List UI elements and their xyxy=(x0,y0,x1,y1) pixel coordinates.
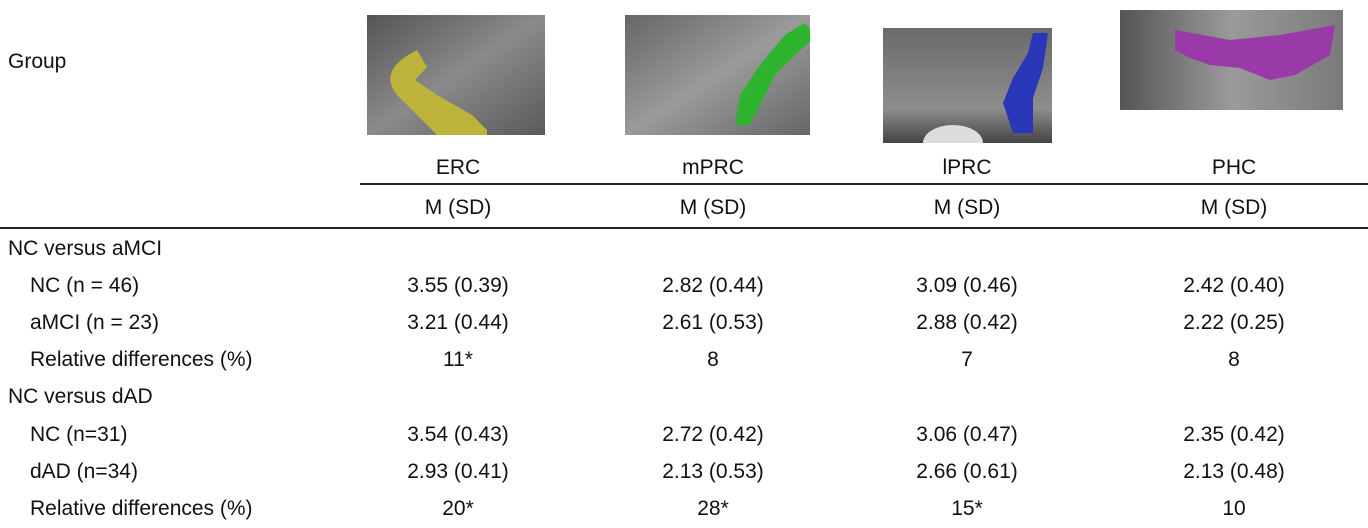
row-label: NC (n=31) xyxy=(30,423,127,447)
erc-image xyxy=(367,15,545,135)
cell-value: 2.82 (0.44) xyxy=(662,274,764,298)
cell-value: 3.06 (0.47) xyxy=(916,423,1018,447)
cell-value: 15* xyxy=(951,497,983,521)
column-stat: M (SD) xyxy=(680,196,747,220)
column-stat: M (SD) xyxy=(1201,196,1268,220)
table-page: Group ERC M (SD) mPRC M (SD) lPRC M (SD) PHC M … xyxy=(0,0,1368,528)
cell-value: 8 xyxy=(707,348,719,372)
column-label: mPRC xyxy=(682,156,744,180)
row-label: Relative differences (%) xyxy=(30,497,253,521)
column-label: ERC xyxy=(436,156,480,180)
cell-value: 11* xyxy=(443,348,473,372)
row-label: aMCI (n = 23) xyxy=(30,311,159,335)
row-label: Relative differences (%) xyxy=(30,348,253,372)
cell-value: 2.66 (0.61) xyxy=(916,460,1018,484)
row-label: NC (n = 46) xyxy=(30,274,139,298)
cell-value: 2.72 (0.42) xyxy=(662,423,764,447)
section-title: NC versus dAD xyxy=(8,385,153,409)
column-stat: M (SD) xyxy=(425,196,492,220)
cell-value: 2.42 (0.40) xyxy=(1183,274,1285,298)
cell-value: 7 xyxy=(961,348,973,372)
cell-value: 20* xyxy=(442,497,474,521)
cell-value: 2.13 (0.48) xyxy=(1183,460,1285,484)
cell-value: 8 xyxy=(1228,348,1240,372)
cell-value: 2.61 (0.53) xyxy=(662,311,764,335)
mprc-image xyxy=(625,15,810,135)
column-stat: M (SD) xyxy=(934,196,1001,220)
phc-image xyxy=(1120,10,1343,110)
header-rule xyxy=(360,183,1368,185)
group-header: Group xyxy=(8,50,66,74)
cell-value: 28* xyxy=(697,497,729,521)
cell-value: 10 xyxy=(1222,497,1245,521)
column-label: PHC xyxy=(1212,156,1256,180)
cell-value: 2.13 (0.53) xyxy=(662,460,764,484)
cell-value: 2.22 (0.25) xyxy=(1183,311,1285,335)
lprc-image xyxy=(883,28,1052,143)
row-label: dAD (n=34) xyxy=(30,460,138,484)
cell-value: 2.35 (0.42) xyxy=(1183,423,1285,447)
cell-value: 2.88 (0.42) xyxy=(916,311,1018,335)
column-label: lPRC xyxy=(942,156,991,180)
cell-value: 3.21 (0.44) xyxy=(407,311,509,335)
section-title: NC versus aMCI xyxy=(8,237,162,261)
cell-value: 3.09 (0.46) xyxy=(916,274,1018,298)
cell-value: 2.93 (0.41) xyxy=(407,460,509,484)
header-rule xyxy=(0,227,1368,229)
cell-value: 3.55 (0.39) xyxy=(407,274,509,298)
cell-value: 3.54 (0.43) xyxy=(407,423,509,447)
